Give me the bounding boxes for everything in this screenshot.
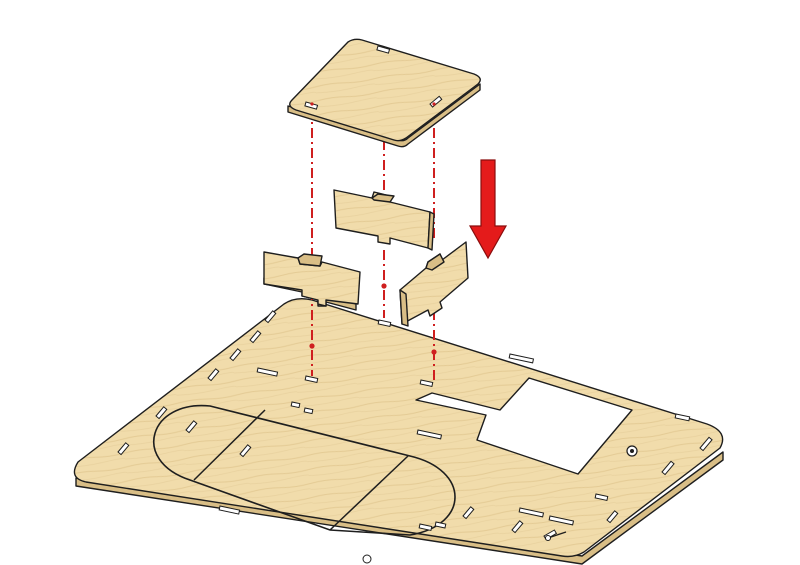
top-plate (287, 38, 481, 148)
base-board (73, 297, 724, 565)
oval-marking (152, 404, 456, 536)
divider-middle (333, 189, 435, 251)
arrow-down-icon (468, 159, 508, 260)
bottom-hole (362, 554, 372, 564)
lever-mark (547, 531, 567, 539)
divider-left (263, 251, 361, 311)
divider-right (399, 241, 469, 327)
window-cutout (415, 377, 633, 475)
base-board-top (73, 297, 724, 558)
base-board-edge (75, 451, 724, 565)
board-slots (117, 310, 713, 541)
